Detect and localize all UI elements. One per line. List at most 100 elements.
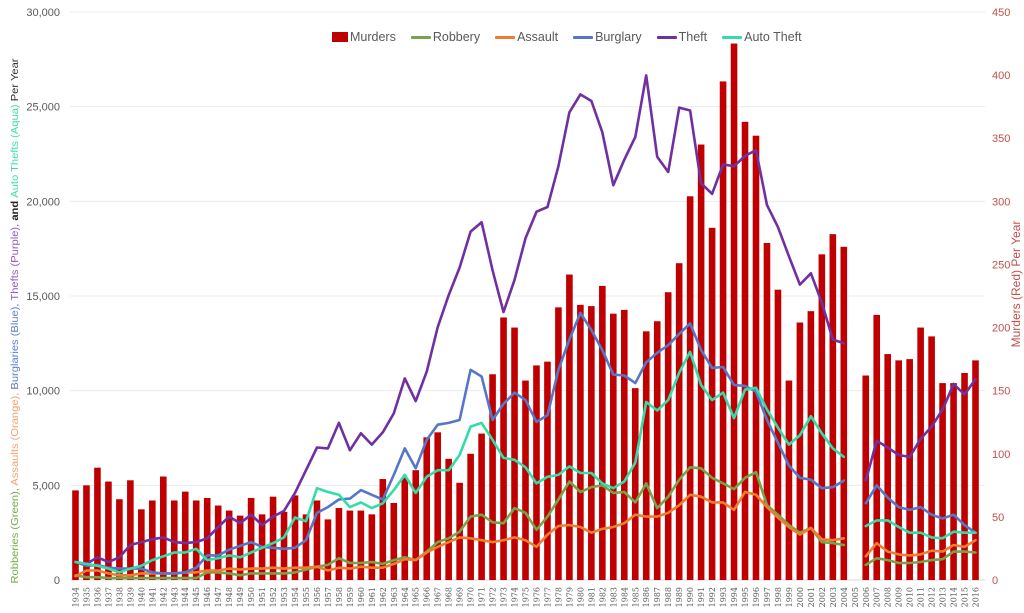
murder-bar xyxy=(566,274,573,580)
crime-lines xyxy=(74,74,977,580)
y-tick-label: 10,000 xyxy=(26,386,60,398)
x-tick-label: 2007 xyxy=(873,587,882,607)
murder-bar xyxy=(500,317,507,580)
y-tick-label: 20,000 xyxy=(26,196,60,208)
murder-bar xyxy=(346,510,354,580)
y-tick-label: 15,000 xyxy=(26,291,60,303)
left-axis-title-segment: Assaults (Orange), xyxy=(9,390,21,486)
legend-item-murders[interactable]: Murders xyxy=(332,30,396,44)
x-tick-label: 2015 xyxy=(961,587,970,607)
theft-swatch-icon xyxy=(656,35,677,39)
x-tick-label: 1940 xyxy=(137,587,146,607)
murder-bar xyxy=(610,313,617,580)
murder-bar xyxy=(686,196,694,581)
x-tick-label: 1939 xyxy=(126,587,135,607)
y2-tick-label: 400 xyxy=(992,70,1010,82)
murder-bar xyxy=(434,432,441,580)
x-tick-label: 1985 xyxy=(631,587,640,607)
murder-bar xyxy=(116,499,123,580)
x-tick-label: 1951 xyxy=(258,587,267,607)
murder-bar xyxy=(664,292,672,580)
x-tick-label: 1950 xyxy=(247,587,256,607)
legend-item-theft[interactable]: Theft xyxy=(656,30,707,44)
x-tick-label: 1963 xyxy=(390,587,399,607)
murder-bar xyxy=(708,227,716,580)
murder-bar xyxy=(840,246,848,581)
x-tick-label: 1975 xyxy=(522,587,531,607)
x-tick-label: 1938 xyxy=(115,587,124,607)
x-tick-label: 1972 xyxy=(489,587,498,607)
x-tick-label: 1989 xyxy=(675,587,684,607)
murder-bar xyxy=(181,491,189,580)
murder-bar xyxy=(895,360,902,580)
x-tick-label: 2001 xyxy=(807,587,816,607)
x-tick-label: 1952 xyxy=(269,587,278,607)
x-tick-label: 1941 xyxy=(148,587,157,607)
murder-bar xyxy=(884,354,892,580)
x-tick-label: 1996 xyxy=(752,587,761,607)
x-tick-label: 1986 xyxy=(642,587,651,607)
murder-bar xyxy=(785,380,793,580)
legend-item-assault[interactable]: Assault xyxy=(495,30,558,44)
y-tick-label: 25,000 xyxy=(26,102,60,114)
left-axis-title-segment: Burglaries (Blue), xyxy=(9,301,21,390)
murder-bar xyxy=(170,500,178,580)
y2-tick-label: 350 xyxy=(992,133,1010,145)
murder-bar xyxy=(423,437,431,580)
x-tick-label: 1982 xyxy=(598,587,607,607)
x-tick-label: 1961 xyxy=(368,587,377,607)
murder-bar xyxy=(917,327,924,580)
x-tick-label: 2012 xyxy=(928,587,937,607)
x-tick-label: 1979 xyxy=(565,587,574,607)
x-tick-label: 2016 xyxy=(972,587,981,607)
murder-bar xyxy=(818,254,826,580)
legend-item-auto-theft[interactable]: Auto Theft xyxy=(722,30,802,44)
y-tick-label: 30,000 xyxy=(26,7,60,19)
y-tick-label: 5,000 xyxy=(32,480,60,492)
x-tick-label: 2002 xyxy=(818,587,827,607)
legend-label: Burglary xyxy=(595,30,642,44)
x-tick-label: 1957 xyxy=(324,587,333,607)
x-tick-label: 2009 xyxy=(895,587,904,607)
left-axis-title-segment: Per Year xyxy=(9,58,21,101)
x-tick-label: 1969 xyxy=(456,587,465,607)
x-tick-label: 1970 xyxy=(467,587,476,607)
murder-bar xyxy=(555,307,562,580)
murder-bar xyxy=(577,304,584,580)
x-tick-label: 1978 xyxy=(554,587,563,607)
left-axis-title-segment: Auto Thefts (Aqua) xyxy=(9,101,21,197)
legend-label: Assault xyxy=(517,30,559,44)
left-axis-title-segment: and xyxy=(9,198,21,221)
legend-label: Auto Theft xyxy=(744,30,802,44)
left-axis-title: Robberies (Green), Assaults (Orange), Bu… xyxy=(9,58,21,584)
x-tick-label: 1965 xyxy=(412,587,421,607)
murder-bar xyxy=(236,515,244,580)
murder-bar xyxy=(620,309,628,580)
murder-bar xyxy=(972,360,979,580)
x-tick-label: 1974 xyxy=(511,587,520,607)
robbery-swatch-icon xyxy=(410,35,431,39)
x-tick-label: 1934 xyxy=(71,587,80,607)
murder-bar xyxy=(719,81,727,580)
murder-bar xyxy=(379,479,387,580)
murder-bar xyxy=(939,383,946,580)
murder-bar xyxy=(127,480,134,580)
y2-tick-label: 50 xyxy=(992,512,1004,524)
murder-bar xyxy=(412,470,420,580)
x-tick-label: 2005 xyxy=(851,587,860,607)
x-tick-label: 2008 xyxy=(884,587,893,607)
x-tick-label: 1936 xyxy=(93,587,102,607)
left-axis-title-segment: Thefts (Purple), xyxy=(9,221,21,301)
murder-bar xyxy=(928,336,935,580)
murder-bar xyxy=(445,458,452,580)
murder-bar xyxy=(533,365,540,580)
x-tick-label: 1968 xyxy=(445,587,454,607)
robbery-line xyxy=(74,466,977,580)
y-tick-label: 0 xyxy=(54,575,60,587)
burglary-swatch-icon xyxy=(573,35,594,39)
murder-bars xyxy=(72,43,979,581)
murder-bar xyxy=(105,481,112,580)
murder-bar xyxy=(642,331,650,580)
legend-item-burglary[interactable]: Burglary xyxy=(573,30,642,44)
legend-item-robbery[interactable]: Robbery xyxy=(410,30,480,44)
